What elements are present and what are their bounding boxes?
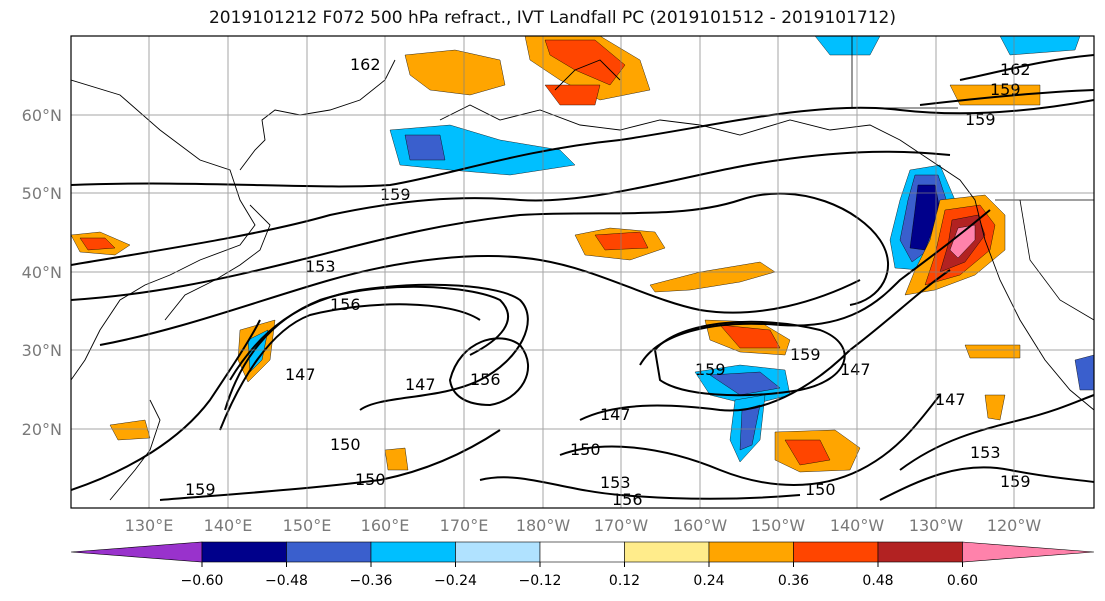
colorbar-label: 0.12	[609, 573, 640, 589]
lon-label: 180°W	[516, 516, 571, 535]
contour-label: 147	[600, 405, 631, 424]
colorbar-label: −0.36	[350, 573, 393, 589]
colorbar	[70, 541, 1095, 563]
lon-label: 140°W	[830, 516, 885, 535]
contour-label: 156	[470, 370, 501, 389]
contour-label: 156	[330, 295, 361, 314]
gridlines	[71, 36, 1094, 508]
lat-label: 50°N	[22, 184, 62, 203]
contour-label: 153	[970, 443, 1001, 462]
coastlines	[71, 59, 1094, 501]
contour-label: 162	[350, 55, 381, 74]
colorbar-labels: −0.60 −0.48 −0.36 −0.24 −0.12 0.12 0.24 …	[181, 573, 979, 589]
contour-label: 159	[380, 185, 411, 204]
contour-label: 159	[965, 110, 996, 129]
colorbar-segment	[286, 541, 372, 563]
lat-label: 60°N	[22, 106, 62, 125]
colorbar-segment	[370, 541, 456, 563]
contour-label: 147	[285, 365, 316, 384]
lon-label: 140°E	[204, 516, 253, 535]
contour-label: 150	[355, 470, 386, 489]
lat-label: 40°N	[22, 263, 62, 282]
lon-label: 130°E	[125, 516, 174, 535]
contour-label: 156	[612, 490, 643, 509]
map-title: 2019101212 F072 500 hPa refract., IVT La…	[208, 8, 896, 28]
colorbar-segment	[962, 541, 1095, 563]
contour-label: 147	[405, 375, 436, 394]
colorbar-segment	[793, 541, 879, 563]
contour-label: 159	[990, 80, 1021, 99]
colorbar-label: −0.24	[434, 573, 477, 589]
lon-label: 130°W	[909, 516, 964, 535]
contour-label: 150	[570, 440, 601, 459]
colorbar-label: −0.60	[181, 573, 224, 589]
contour-label: 162	[1000, 60, 1031, 79]
contour-label: 159	[695, 360, 726, 379]
colorbar-label: 0.60	[947, 573, 978, 589]
colorbar-label: 0.24	[693, 573, 724, 589]
lon-label: 170°W	[594, 516, 649, 535]
colorbar-label: −0.48	[265, 573, 308, 589]
colorbar-segment	[201, 541, 287, 563]
contour-label: 159	[790, 345, 821, 364]
colorbar-segment	[708, 541, 794, 563]
map-frame	[70, 35, 1095, 509]
colorbar-segment	[539, 541, 625, 563]
contour-label: 153	[600, 473, 631, 492]
lon-label: 170°E	[440, 516, 489, 535]
contour-label: 147	[840, 360, 871, 379]
latitude-labels: 60°N 50°N 40°N 30°N 20°N	[22, 106, 62, 439]
contour-label: 159	[1000, 472, 1031, 491]
lon-label: 150°W	[751, 516, 806, 535]
lat-label: 30°N	[22, 341, 62, 360]
lon-label: 160°W	[673, 516, 728, 535]
colorbar-segment	[455, 541, 541, 563]
colorbar-segment	[70, 541, 203, 563]
contour-label: 159	[185, 480, 216, 499]
contour-label: 150	[330, 435, 361, 454]
colorbar-label: 0.48	[862, 573, 893, 589]
lon-label: 120°W	[987, 516, 1042, 535]
height-contours	[71, 54, 1094, 501]
contour-label: 147	[935, 390, 966, 409]
lon-label: 160°E	[361, 516, 410, 535]
colorbar-ticks	[201, 562, 963, 567]
colorbar-segment	[877, 541, 963, 563]
colorbar-label: −0.12	[519, 573, 562, 589]
lon-label: 150°E	[283, 516, 332, 535]
colorbar-label: 0.36	[778, 573, 809, 589]
colorbar-segment	[624, 541, 710, 563]
lat-label: 20°N	[22, 420, 62, 439]
contour-label: 150	[805, 480, 836, 499]
contour-label: 153	[305, 257, 336, 276]
longitude-labels: 130°E 140°E 150°E 160°E 170°E 180°W 170°…	[125, 516, 1042, 535]
plot-area: 162 159 153 156 147 150 147 156 150 159 …	[71, 36, 1094, 509]
